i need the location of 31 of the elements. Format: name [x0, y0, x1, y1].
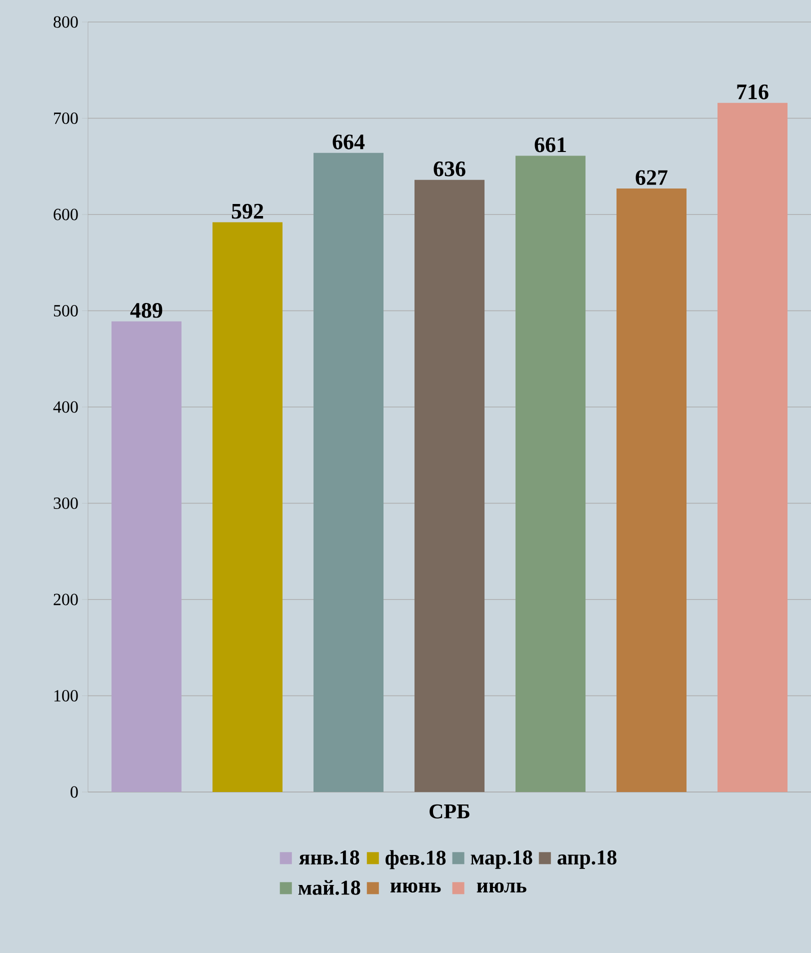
data-label: 592 — [232, 204, 263, 219]
data-label: 664 — [332, 134, 364, 150]
y-tick-label: 800 — [53, 16, 78, 28]
data-label: 716 — [737, 84, 768, 100]
bar — [515, 156, 586, 792]
legend-label: фев.18 — [385, 850, 446, 870]
y-tick-label: 600 — [54, 208, 78, 220]
data-label: 627 — [636, 170, 668, 185]
data-label: 636 — [434, 162, 466, 176]
bar — [717, 102, 788, 792]
legend-label: мар.18 — [470, 850, 532, 869]
bar — [111, 321, 182, 792]
y-tick-label: 100 — [54, 690, 78, 702]
x-axis-title: СРБ — [429, 804, 470, 819]
bar — [212, 222, 282, 792]
y-tick-label: 400 — [53, 401, 78, 413]
bar — [313, 152, 384, 792]
data-label: 661 — [534, 137, 566, 152]
y-tick-label: 700 — [54, 112, 78, 124]
legend-label: янв.18 — [298, 850, 359, 865]
bar — [616, 188, 686, 792]
y-tick-label: 300 — [54, 498, 78, 509]
y-tick-label: 200 — [54, 594, 78, 606]
y-tick-label: 0 — [70, 786, 78, 798]
legend-label: июль — [476, 882, 526, 893]
data-label: 489 — [130, 302, 162, 318]
y-tick-label: 500 — [54, 305, 78, 316]
legend-label: май.18 — [298, 880, 360, 895]
legend-label: апр.18 — [557, 850, 616, 869]
bar — [414, 180, 484, 792]
legend-label: июнь — [390, 882, 441, 893]
